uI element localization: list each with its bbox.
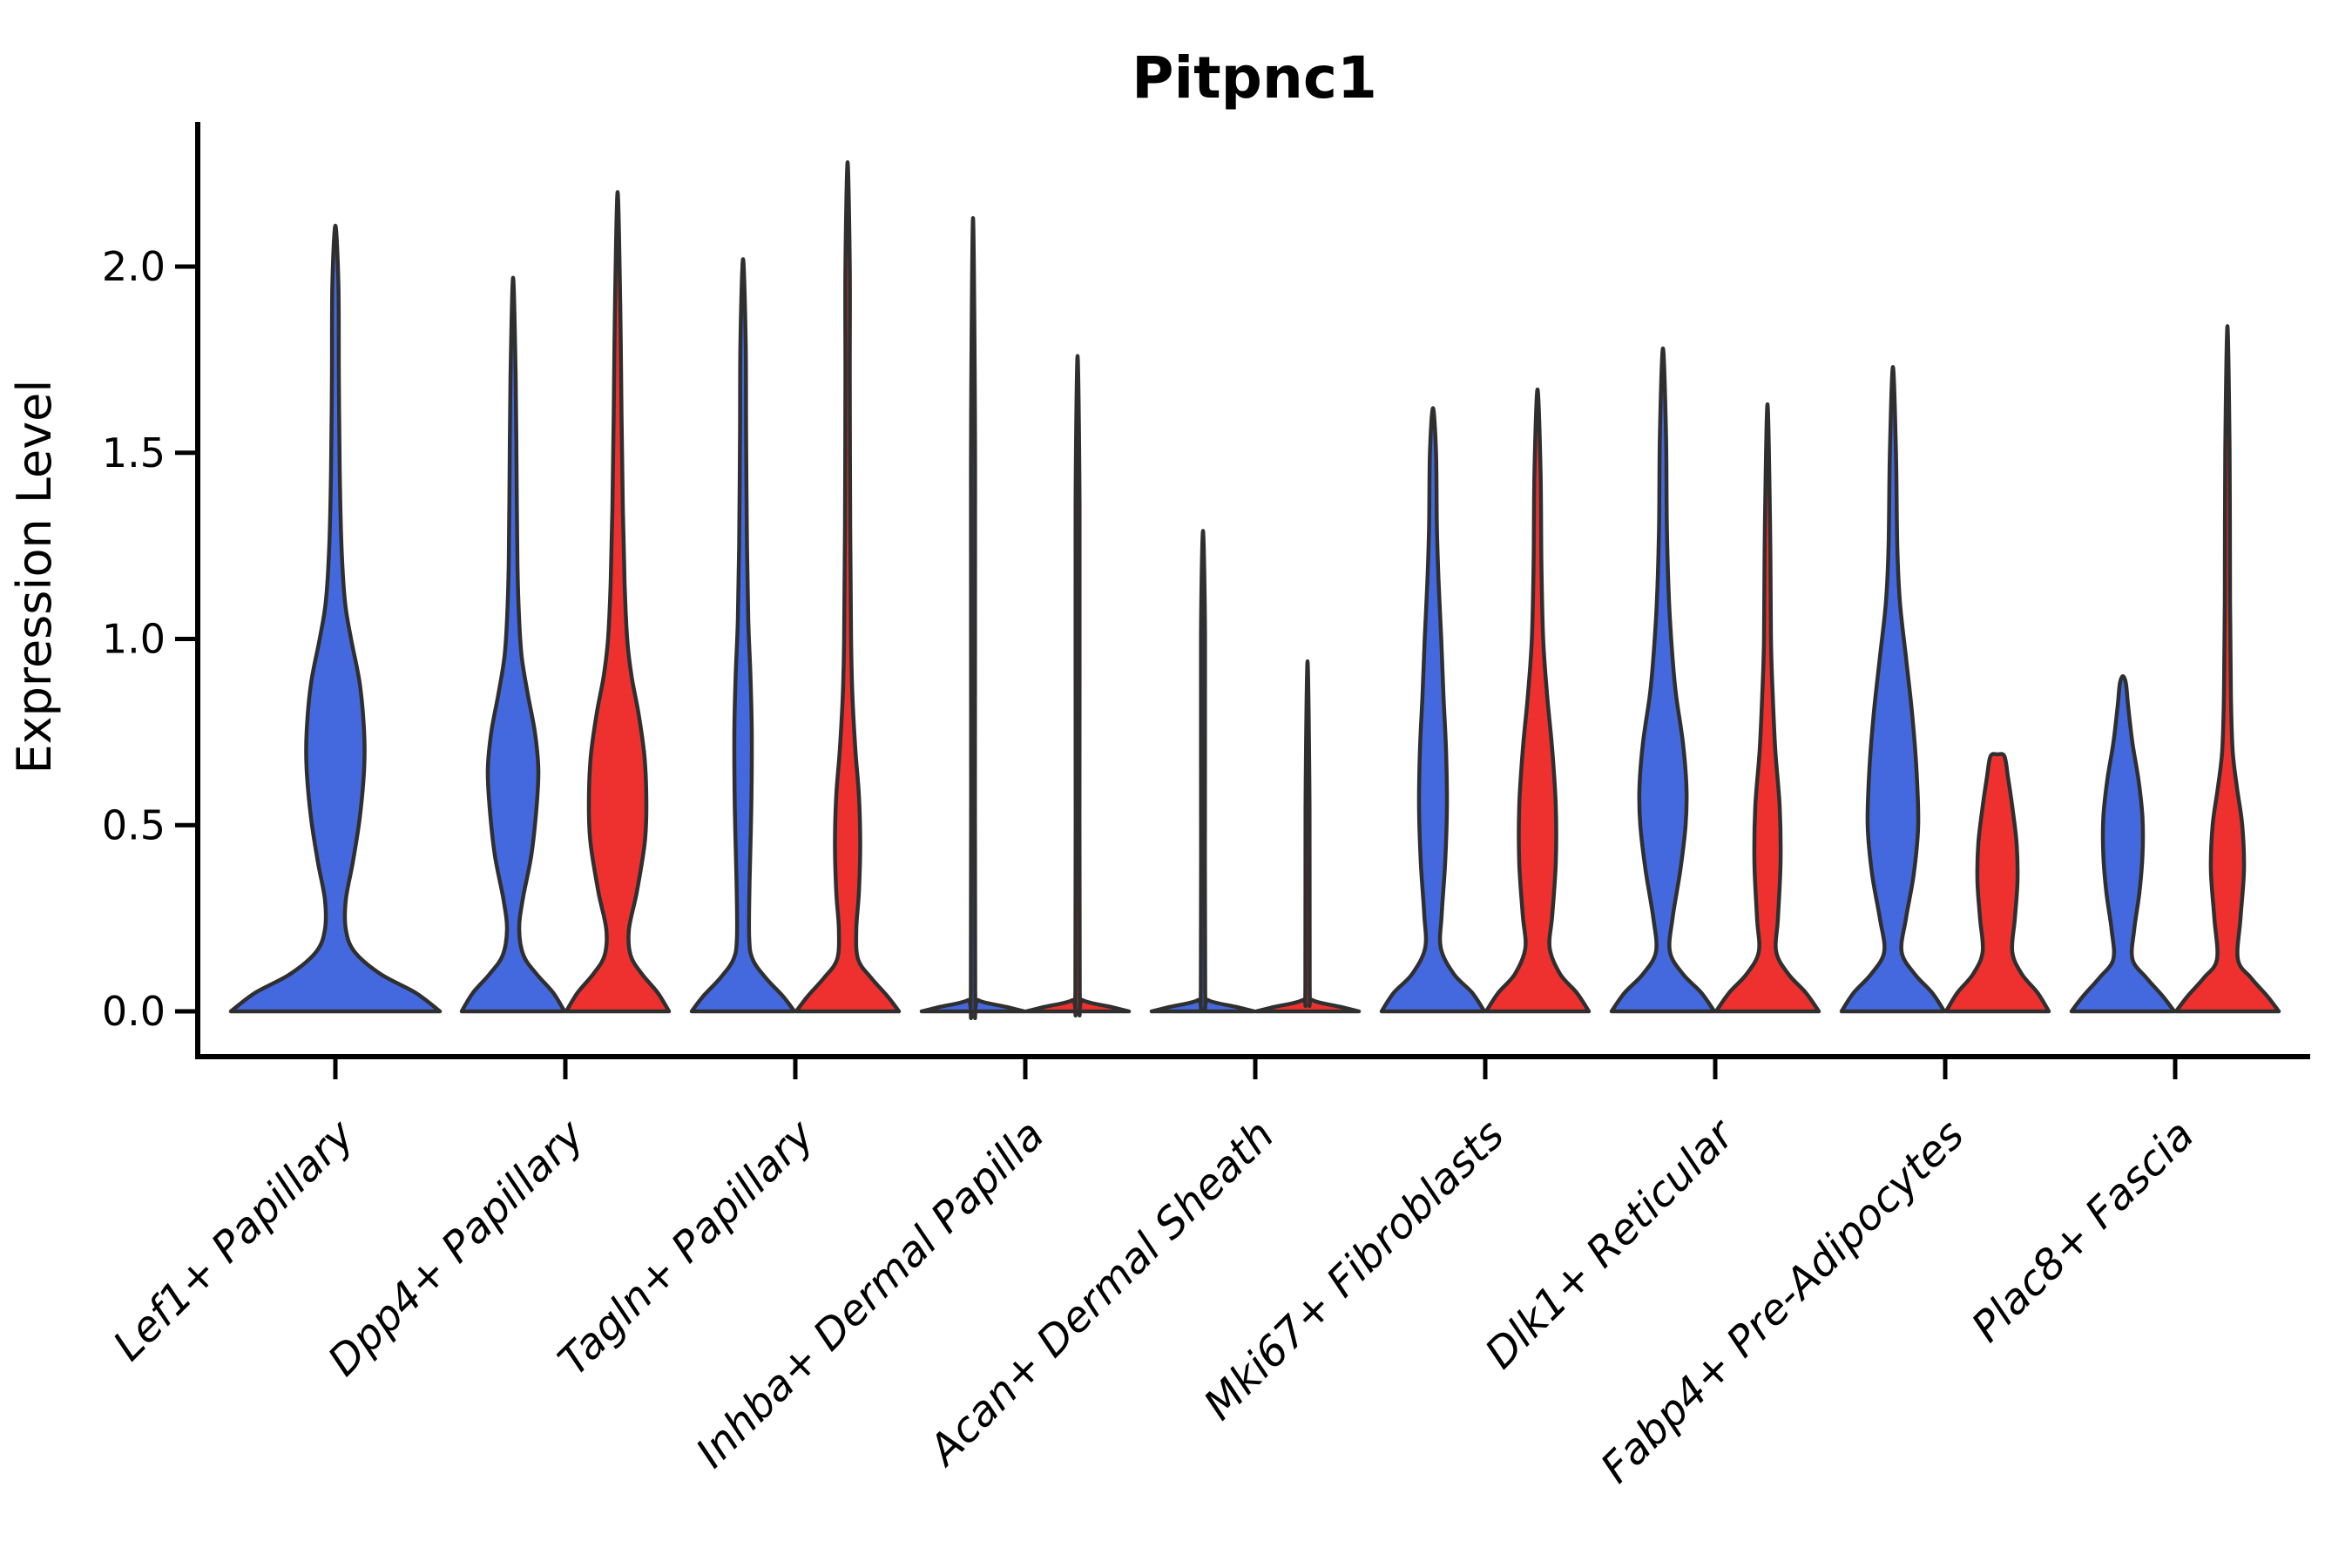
violin-dlk1-blue — [1609, 346, 1717, 1014]
x-tick-label: Lef1+ Papillary — [104, 1110, 364, 1370]
violin-inhba-red — [1024, 354, 1132, 1017]
violin-mki67-red — [1484, 387, 1592, 1014]
violin-series — [228, 160, 2281, 1020]
violin-plac8-blue — [2069, 674, 2177, 1014]
x-tick-label: Dpp4+ Papillary — [319, 1110, 594, 1385]
violin-dlk1-red — [1713, 402, 1821, 1014]
x-tick-label: Tagln+ Papillary — [549, 1110, 824, 1385]
y-axis-label: Expression Level — [7, 380, 62, 774]
violin-tagln-blue — [689, 257, 797, 1014]
y-tick-label: 1.0 — [102, 616, 166, 663]
x-tick-label: Plac8+ Fascia — [1963, 1111, 2204, 1352]
y-axis-ticks: 0.0 0.5 1.0 1.5 2.0 — [102, 243, 198, 1035]
y-tick-label: 0.0 — [102, 988, 166, 1035]
violin-mki67-blue — [1379, 406, 1487, 1014]
violin-dpp4-blue — [459, 275, 567, 1014]
violin-dpp4-red — [564, 190, 672, 1014]
violin-fabp4-red — [1943, 752, 2051, 1014]
y-tick-label: 0.5 — [102, 801, 166, 848]
violin-lef1-blue — [228, 223, 443, 1014]
x-tick-label: Fabp4+ Pre-Adipocytes — [1592, 1111, 1974, 1493]
violin-inhba-blue — [919, 216, 1027, 1020]
x-tick-label: Dlk1+ Reticular — [1476, 1109, 1746, 1379]
violin-plac8-red — [2173, 324, 2281, 1014]
chart-title: Pitpnc1 — [1132, 44, 1377, 112]
y-tick-label: 2.0 — [102, 243, 166, 290]
violin-tagln-red — [794, 160, 902, 1014]
violin-acan-blue — [1149, 529, 1257, 1014]
y-tick-label: 1.5 — [102, 429, 166, 476]
violin-acan-red — [1254, 659, 1362, 1014]
violin-fabp4-blue — [1839, 365, 1947, 1014]
